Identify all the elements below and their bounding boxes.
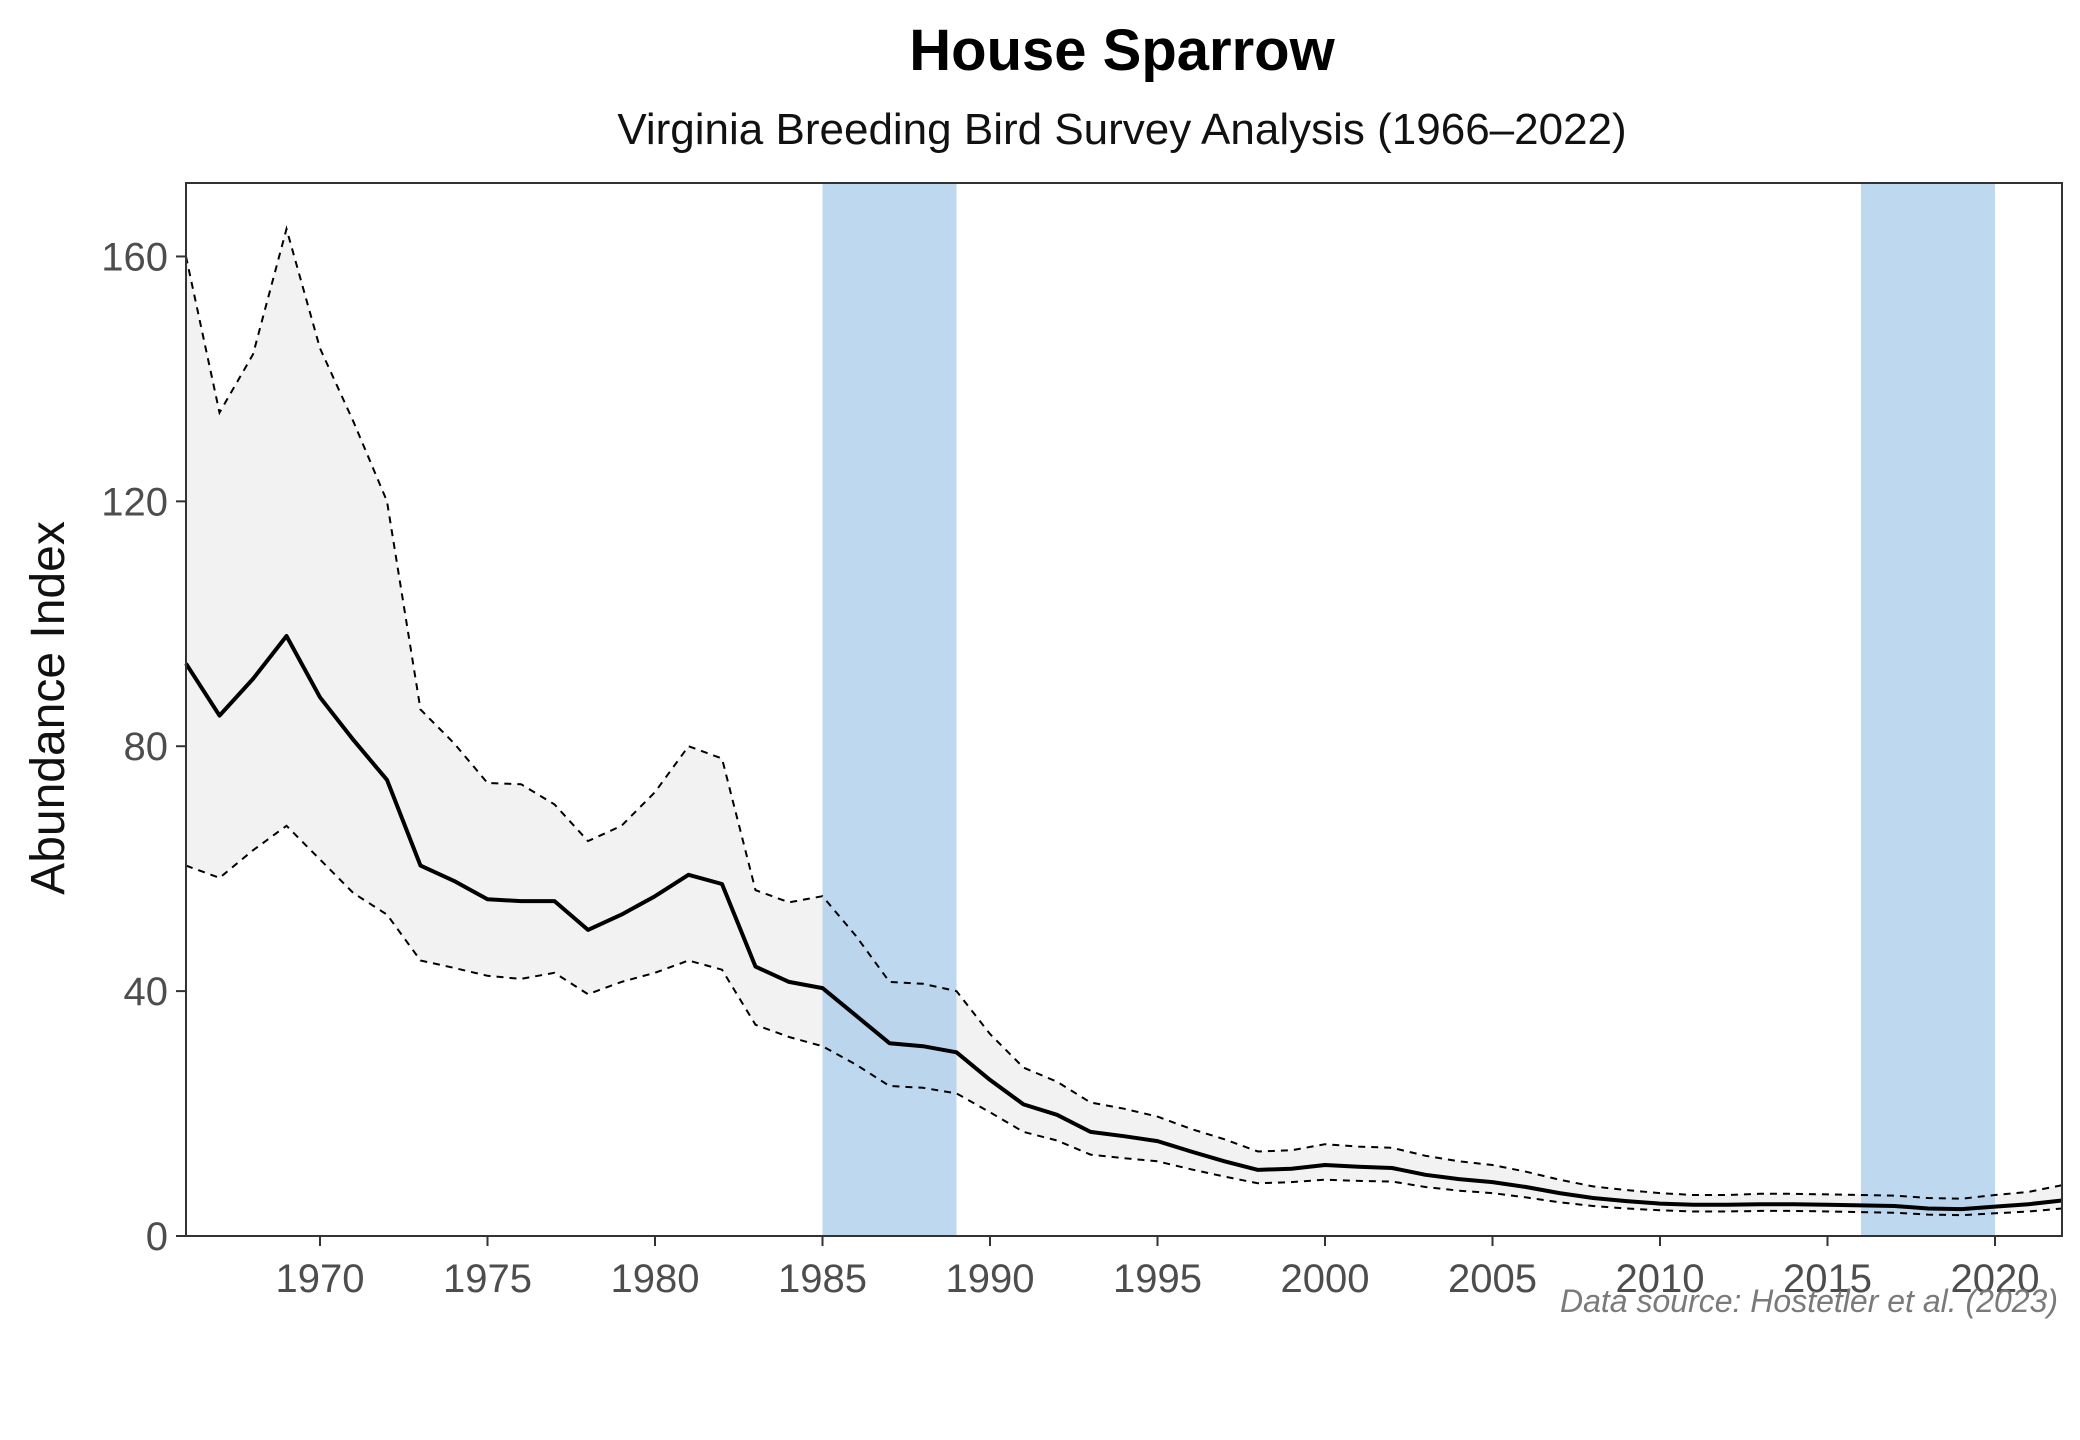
y-axis-label: Abundance Index <box>22 521 75 895</box>
x-tick-label-1990: 1990 <box>946 1257 1035 1301</box>
x-tick-label-2015: 2015 <box>1783 1257 1872 1301</box>
plot-area: 1970 1975 1980 1985 1990 1995 2000 2005 2010 2015… <box>101 182 2063 1301</box>
y-tick-label-80: 80 <box>124 725 169 769</box>
shaded-period-2016-2020 <box>1861 183 1995 1236</box>
data-source-caption: Data source: Hostetler et al. (2023) <box>1560 1283 2058 1319</box>
abundance-index-line <box>184 634 2063 1212</box>
x-tick-label-1985: 1985 <box>778 1257 867 1301</box>
x-tick-label-2020: 2020 <box>1951 1257 2040 1301</box>
chart-subtitle: Virginia Breeding Bird Survey Analysis (… <box>617 105 1626 154</box>
y-tick-label-160: 160 <box>101 235 168 279</box>
y-tick-label-120: 120 <box>101 480 168 524</box>
x-tick-label-2010: 2010 <box>1616 1257 1705 1301</box>
x-tick-label-1980: 1980 <box>611 1257 700 1301</box>
credible-interval-ribbon <box>186 228 2062 1216</box>
plot-border <box>185 182 2063 1237</box>
x-tick-label-1970: 1970 <box>276 1257 365 1301</box>
y-tick-label-40: 40 <box>124 970 169 1014</box>
upper-ci-line <box>185 225 2063 1200</box>
y-tick-label-0: 0 <box>146 1215 168 1259</box>
x-tick-label-2000: 2000 <box>1281 1257 1370 1301</box>
x-tick-label-1995: 1995 <box>1113 1257 1202 1301</box>
lower-ci-line <box>185 824 2063 1217</box>
x-tick-label-1975: 1975 <box>443 1257 532 1301</box>
chart-title: House Sparrow <box>909 18 1335 83</box>
shaded-period-1985-1989 <box>822 183 957 1236</box>
x-tick-label-2005: 2005 <box>1448 1257 1537 1301</box>
